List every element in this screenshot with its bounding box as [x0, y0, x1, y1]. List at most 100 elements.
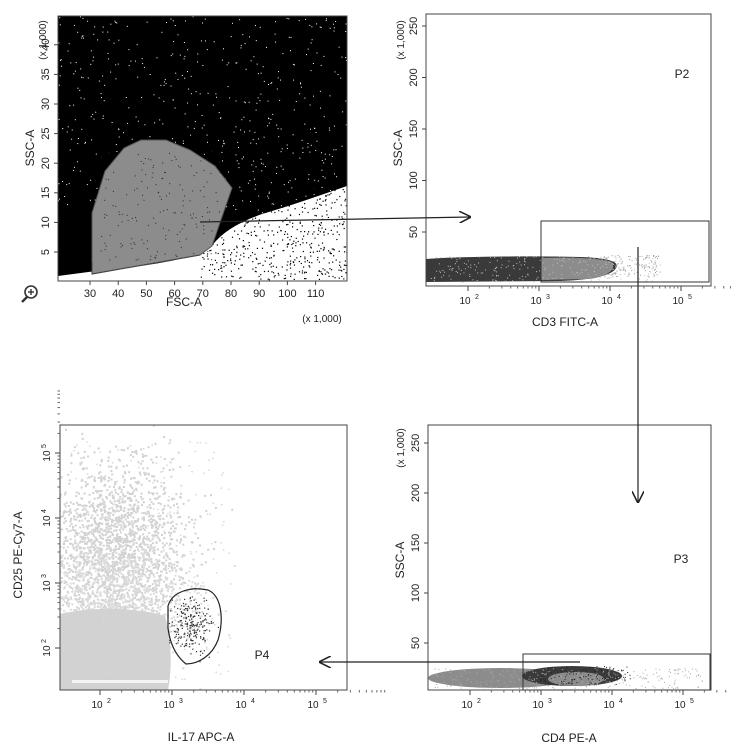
event-dot — [73, 73, 75, 75]
event-dot — [172, 53, 174, 55]
event-dot — [247, 233, 250, 235]
event-dot — [447, 265, 449, 267]
event-dot — [241, 158, 243, 160]
event-dot — [147, 472, 150, 475]
event-dot — [109, 500, 112, 503]
event-dot — [646, 280, 648, 282]
event-dot — [62, 515, 64, 517]
event-dot — [135, 592, 138, 595]
event-dot — [622, 267, 624, 269]
event-dot — [106, 595, 109, 598]
event-dot — [87, 532, 90, 535]
event-dot — [97, 506, 100, 509]
event-dot — [62, 546, 65, 549]
event-dot — [174, 107, 176, 109]
event-dot — [179, 635, 182, 638]
event-dot — [545, 684, 547, 685]
event-dot — [582, 674, 584, 676]
event-dot — [107, 519, 110, 522]
event-dot — [193, 127, 195, 129]
event-dot — [98, 494, 101, 497]
event-dot — [295, 101, 297, 102]
event-dot — [123, 522, 126, 525]
magnifier-plus-icon[interactable] — [21, 285, 38, 303]
event-dot — [56, 594, 58, 596]
event-dot — [176, 553, 179, 556]
event-dot — [269, 209, 271, 211]
event-dot — [80, 486, 83, 489]
event-dot — [83, 504, 86, 507]
event-dot — [134, 587, 136, 590]
event-dot — [146, 576, 149, 579]
event-dot — [606, 259, 607, 261]
event-dot — [121, 569, 124, 572]
event-dot — [299, 222, 301, 224]
event-dot — [145, 537, 147, 540]
event-dot — [329, 95, 331, 97]
event-dot — [132, 577, 135, 580]
event-dot — [137, 575, 140, 578]
event-dot — [99, 550, 102, 553]
event-dot — [175, 254, 177, 256]
event-dot — [47, 539, 49, 541]
event-dot — [123, 510, 126, 513]
event-dot — [180, 484, 183, 487]
event-dot — [163, 81, 165, 83]
event-dot — [72, 503, 75, 505]
event-dot — [113, 576, 116, 578]
event-dot — [293, 278, 295, 280]
event-dot — [122, 548, 125, 551]
event-dot — [268, 122, 270, 124]
event-dot — [532, 266, 534, 268]
event-dot — [230, 270, 232, 272]
event-dot — [283, 249, 285, 252]
event-dot — [184, 524, 187, 527]
event-dot — [229, 197, 231, 200]
event-dot — [259, 239, 261, 241]
event-dot — [247, 248, 249, 250]
event-dot — [313, 197, 315, 199]
event-dot — [235, 255, 237, 257]
event-dot — [439, 270, 441, 272]
event-dot — [134, 243, 136, 245]
event-dot — [592, 667, 594, 669]
event-dot — [203, 153, 205, 155]
event-dot — [103, 529, 106, 532]
event-dot — [114, 599, 117, 602]
event-dot — [244, 211, 246, 213]
event-dot — [178, 165, 179, 167]
event-dot — [634, 269, 636, 271]
event-dot — [176, 512, 179, 515]
event-dot — [115, 78, 117, 80]
event-dot — [334, 201, 336, 204]
event-dot — [107, 31, 109, 33]
event-dot — [218, 269, 220, 271]
event-dot — [129, 560, 132, 562]
event-dot — [146, 580, 149, 583]
event-dot — [139, 462, 142, 465]
event-dot — [260, 72, 262, 74]
event-dot — [252, 216, 254, 218]
event-dot — [142, 523, 145, 526]
event-dot — [267, 278, 269, 280]
event-dot — [244, 131, 245, 133]
event-dot — [114, 523, 116, 526]
x-tick-label: 10 — [672, 296, 684, 307]
event-dot — [177, 506, 180, 509]
event-dot — [117, 505, 120, 508]
event-dot — [56, 515, 58, 517]
event-dot — [601, 261, 603, 263]
event-dot — [144, 583, 147, 586]
event-dot — [450, 677, 452, 679]
event-dot — [263, 241, 266, 243]
event-dot — [555, 673, 557, 675]
event-dot — [93, 581, 96, 584]
event-dot — [120, 594, 123, 597]
event-dot — [73, 515, 76, 518]
event-dot — [258, 195, 260, 197]
event-dot — [500, 257, 502, 259]
event-dot — [608, 271, 610, 272]
event-dot — [172, 530, 175, 533]
event-dot — [331, 156, 333, 157]
event-dot — [131, 247, 133, 249]
